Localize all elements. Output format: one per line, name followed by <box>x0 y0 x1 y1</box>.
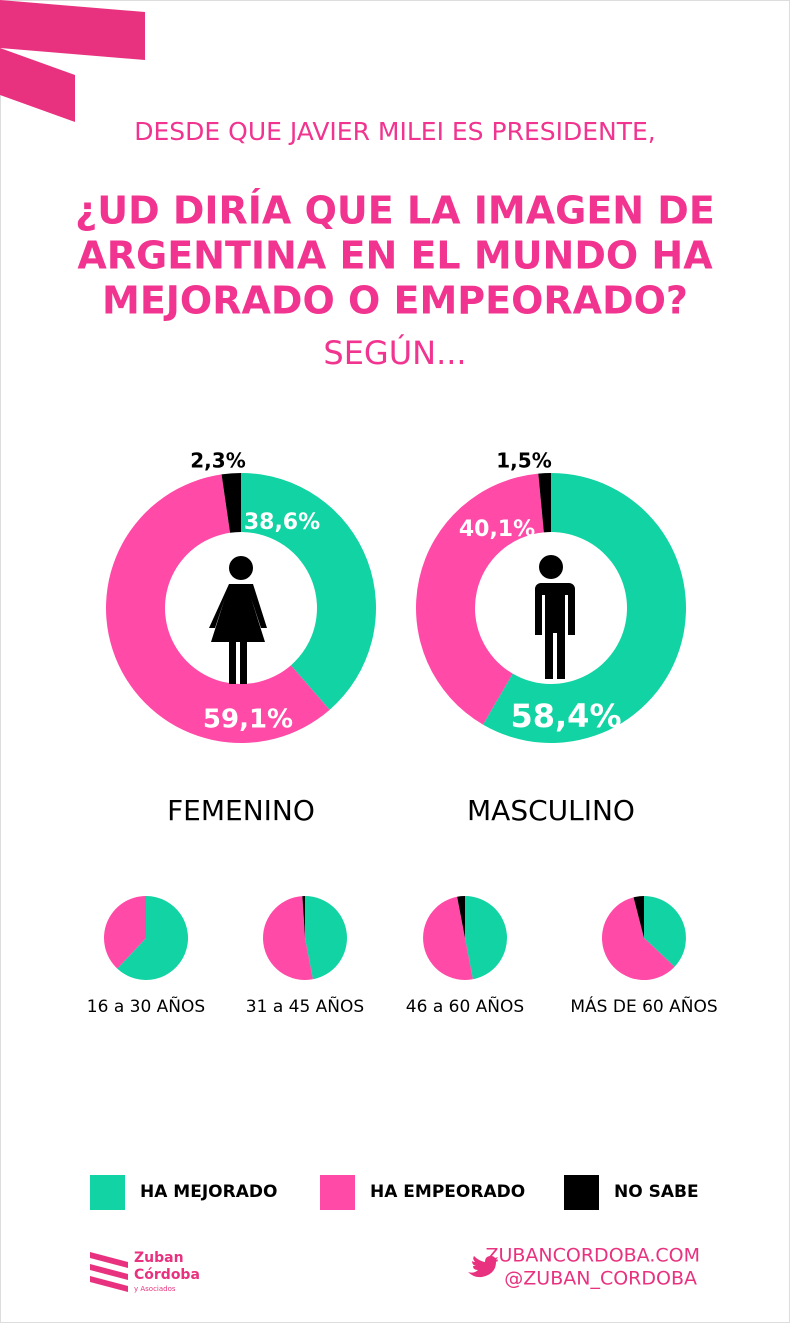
title: ¿UD DIRÍA QUE LA IMAGEN DE <box>75 189 715 233</box>
chart-label: 46 a 60 AÑOS <box>406 995 524 1017</box>
value-label: 1,5% <box>496 449 551 473</box>
subtitle: DESDE QUE JAVIER MILEI ES PRESIDENTE, <box>134 117 656 146</box>
pie-slice <box>465 896 507 980</box>
legend-swatch <box>564 1175 599 1210</box>
chart-label: MASCULINO <box>467 794 635 827</box>
logo-text: Córdoba <box>134 1267 200 1283</box>
pie-slice <box>103 896 146 969</box>
title: ARGENTINA EN EL MUNDO HA <box>77 234 713 278</box>
twitter-handle: @ZUBAN_CORDOBA <box>504 1268 697 1290</box>
pie-slice <box>633 895 644 938</box>
logo-text: y Asociados <box>134 1285 176 1293</box>
value-label: 58,4% <box>510 697 621 735</box>
pie-slice <box>423 896 473 980</box>
pie-slice <box>644 896 686 967</box>
donut-slice <box>483 473 687 744</box>
footer-logo: Zuban Córdoba y Asociados <box>90 1250 200 1293</box>
chart-label: FEMENINO <box>167 794 315 827</box>
value-label: 40,1% <box>459 517 535 542</box>
pie-slice <box>262 896 313 981</box>
pie-slice <box>305 896 347 980</box>
legend-swatch <box>320 1175 355 1210</box>
title: MEJORADO O EMPEORADO? <box>102 279 688 323</box>
pie-slice <box>302 895 305 938</box>
website: ZUBANCORDOBA.COM <box>485 1245 700 1267</box>
donut-slice <box>221 473 241 533</box>
man-icon <box>533 555 575 679</box>
chart-label: MÁS DE 60 AÑOS <box>570 995 717 1017</box>
value-label: 2,3% <box>190 449 245 473</box>
pie-slice <box>602 897 675 980</box>
logo-text: Zuban <box>134 1250 184 1266</box>
twitter-icon <box>468 1256 498 1278</box>
value-label: 59,1% <box>203 705 293 735</box>
legend-swatch <box>90 1175 125 1210</box>
woman-icon <box>209 556 267 684</box>
donut-slice <box>416 473 544 725</box>
donut-slice <box>105 474 330 744</box>
chart-label: 16 a 30 AÑOS <box>87 995 205 1017</box>
pie-slice <box>457 895 465 938</box>
donut-slice <box>538 473 551 533</box>
decor <box>0 0 145 60</box>
value-label: 38,6% <box>244 510 320 535</box>
chart-label: 31 a 45 AÑOS <box>246 995 364 1017</box>
donut-slice <box>241 473 376 710</box>
title-suffix: SEGÚN... <box>323 333 466 372</box>
legend-label: HA EMPEORADO <box>370 1182 525 1202</box>
decor <box>0 48 75 122</box>
pie-slice <box>117 896 188 980</box>
legend-label: NO SABE <box>614 1182 699 1202</box>
legend-label: HA MEJORADO <box>140 1182 277 1202</box>
